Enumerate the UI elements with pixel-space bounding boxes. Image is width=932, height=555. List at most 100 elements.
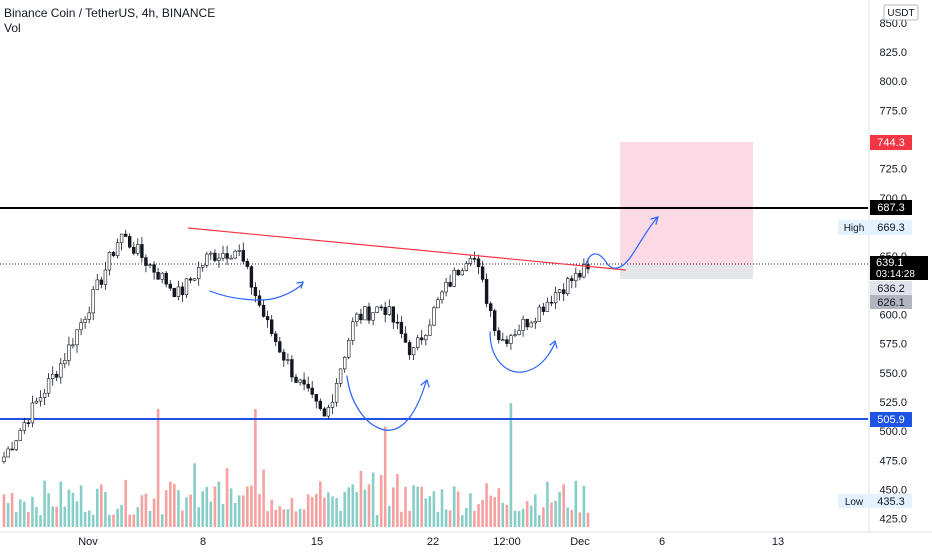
- volume-bar: [14, 512, 18, 527]
- volume-bar: [120, 504, 123, 527]
- descending-trendline[interactable]: [187, 227, 627, 271]
- candle-body: [432, 307, 436, 326]
- x-tick-label: Dec: [570, 536, 590, 548]
- candle-body: [269, 319, 274, 334]
- resistance-price-label: 687.3: [877, 202, 905, 214]
- sketch-arrow-right: [549, 339, 558, 349]
- volume-bar: [197, 507, 200, 527]
- volume-bar: [371, 472, 375, 527]
- candle-body: [578, 272, 582, 278]
- volume-bar: [246, 486, 249, 527]
- candle-body: [38, 397, 43, 402]
- volume-bar: [505, 504, 509, 527]
- candle-body: [565, 278, 570, 294]
- volume-bars: [2, 403, 590, 527]
- volume-bar: [83, 511, 87, 527]
- chart-title: Binance Coin / TetherUS, 4h, BINANCE: [4, 6, 215, 20]
- candle-body: [326, 407, 331, 417]
- volume-bar: [152, 498, 156, 527]
- volume-bar: [193, 463, 196, 527]
- volume-bar: [144, 493, 148, 527]
- volume-bar: [412, 485, 415, 527]
- volume-bar: [164, 490, 168, 527]
- candle-body: [330, 401, 335, 408]
- candle-body: [132, 246, 136, 254]
- volume-bar: [225, 468, 229, 527]
- candle-body: [306, 383, 310, 389]
- sketch-arrow-left: [296, 281, 304, 289]
- volume-bar: [290, 497, 294, 527]
- candle-body: [46, 378, 51, 394]
- volume-bar: [87, 510, 91, 527]
- candle-body: [375, 306, 379, 313]
- volume-bar: [213, 486, 217, 527]
- volume-bar: [23, 501, 26, 527]
- candle-body: [119, 233, 124, 244]
- y-tick-label: 450.0: [879, 485, 907, 497]
- candle-body: [379, 306, 383, 309]
- volume-bar: [112, 514, 115, 527]
- volume-bar: [209, 501, 213, 527]
- volume-bar: [205, 487, 209, 527]
- candle-body: [197, 266, 201, 279]
- y-tick-label: 475.0: [879, 455, 907, 467]
- high-value: 669.3: [877, 222, 905, 234]
- x-tick-label: 8: [200, 536, 206, 548]
- volume-bar: [140, 495, 144, 527]
- currency-badge[interactable]: USDT: [887, 8, 914, 19]
- volume-bar: [363, 489, 367, 527]
- sketch-curve-right: [489, 331, 556, 373]
- candle-body: [415, 337, 420, 348]
- volume-bar: [242, 495, 245, 527]
- candle-body: [399, 321, 404, 335]
- volume-bar: [501, 502, 505, 527]
- volume-bar: [465, 508, 468, 527]
- sketch-annotations: [209, 216, 659, 431]
- candle-body: [278, 341, 282, 353]
- volume-bar: [59, 481, 63, 527]
- volume-bar: [91, 514, 95, 527]
- volume-bar: [266, 511, 269, 527]
- candle-body: [440, 291, 444, 300]
- candle-body: [533, 321, 538, 324]
- time-axis[interactable]: Nov 8 15 22 12:00 Dec 6 13: [0, 531, 932, 548]
- volume-bar: [416, 486, 419, 527]
- candle-body: [63, 360, 67, 364]
- candle-body: [314, 394, 318, 402]
- x-tick-label: Nov: [78, 536, 98, 548]
- candle-body: [464, 263, 468, 271]
- candle-body: [501, 339, 505, 342]
- volume-indicator-label: Vol: [4, 21, 21, 35]
- volume-bar: [136, 507, 140, 527]
- stop-zone: [620, 265, 753, 279]
- volume-bar: [436, 511, 440, 527]
- candle-body: [273, 333, 278, 342]
- volume-bar: [319, 481, 322, 527]
- volume-bar: [327, 492, 330, 527]
- volume-bar: [189, 494, 192, 527]
- candle-body: [411, 347, 416, 356]
- volume-bar: [432, 491, 436, 527]
- volume-bar: [473, 511, 476, 527]
- candle-body: [144, 257, 148, 266]
- candle-body: [282, 351, 286, 361]
- candle-body: [505, 339, 509, 344]
- candle-body: [221, 253, 225, 259]
- candle-body: [26, 422, 30, 425]
- candle-body: [549, 301, 554, 304]
- volume-bar: [485, 483, 488, 527]
- x-tick-label: 6: [659, 536, 665, 548]
- candle-body: [168, 283, 172, 289]
- candle-body: [574, 272, 578, 282]
- candle-body: [233, 250, 237, 259]
- candle-body: [492, 310, 497, 332]
- candle-body: [582, 264, 586, 278]
- volume-bar: [47, 493, 50, 527]
- volume-bar: [461, 515, 464, 527]
- volume-bar: [160, 514, 164, 527]
- volume-bar: [286, 509, 290, 527]
- candle-body: [229, 257, 233, 260]
- target-zone: [620, 142, 753, 265]
- candle-body: [54, 373, 59, 378]
